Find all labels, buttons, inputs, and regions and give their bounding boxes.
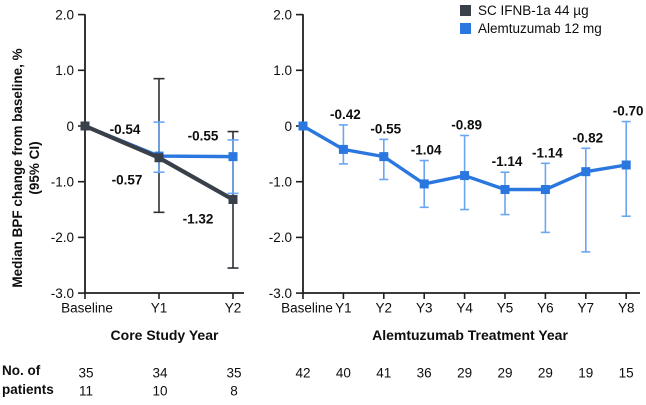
svg-text:Y8: Y8	[618, 301, 635, 316]
svg-text:Y6: Y6	[537, 301, 554, 316]
svg-text:-0.55: -0.55	[188, 129, 219, 144]
svg-text:0: 0	[66, 119, 74, 134]
svg-text:1.0: 1.0	[55, 63, 74, 78]
svg-text:Y3: Y3	[416, 301, 433, 316]
svg-text:-0.55: -0.55	[370, 121, 401, 136]
svg-text:-0.82: -0.82	[572, 130, 603, 145]
legend-label-sc-ifnb: SC IFNB-1a 44 µg	[478, 2, 589, 18]
svg-text:42: 42	[295, 366, 310, 381]
svg-text:Baseline: Baseline	[61, 301, 113, 316]
svg-text:-1.0: -1.0	[51, 175, 74, 190]
svg-text:8: 8	[230, 384, 238, 399]
svg-text:-1.0: -1.0	[269, 175, 292, 190]
svg-text:-0.42: -0.42	[330, 107, 361, 122]
legend-swatch-sc-ifnb-icon	[460, 4, 471, 16]
svg-text:-1.04: -1.04	[411, 143, 442, 158]
patients-label: patients	[2, 381, 54, 397]
svg-text:Y7: Y7	[578, 301, 595, 316]
svg-text:35: 35	[78, 366, 93, 381]
svg-text:29: 29	[538, 366, 553, 381]
no-of-label: No. of	[2, 363, 41, 378]
svg-text:-1.14: -1.14	[492, 154, 523, 169]
svg-text:Y1: Y1	[335, 301, 352, 316]
svg-text:Baseline: Baseline	[281, 301, 333, 316]
svg-text:Y2: Y2	[376, 301, 393, 316]
legend-label-alemtuzumab: Alemtuzumab 12 mg	[478, 20, 602, 36]
legend-swatch-alemtuzumab-icon	[460, 22, 471, 34]
svg-text:-0.57: -0.57	[112, 173, 143, 188]
legend: SC IFNB-1a 44 µg Alemtuzumab 12 mg	[460, 1, 602, 37]
svg-text:2.0: 2.0	[55, 7, 74, 22]
patients-row-header: No. of patients	[2, 362, 54, 399]
svg-text:Y2: Y2	[225, 301, 242, 316]
svg-text:Y4: Y4	[456, 301, 473, 316]
svg-text:-2.0: -2.0	[51, 230, 74, 245]
svg-text:36: 36	[417, 366, 432, 381]
svg-text:41: 41	[376, 366, 391, 381]
svg-text:Y1: Y1	[151, 301, 168, 316]
svg-text:1.0: 1.0	[273, 63, 292, 78]
svg-text:-3.0: -3.0	[51, 286, 74, 301]
svg-text:-0.70: -0.70	[613, 104, 644, 119]
svg-text:2.0: 2.0	[273, 7, 292, 22]
svg-text:15: 15	[619, 366, 634, 381]
svg-text:29: 29	[497, 366, 512, 381]
svg-text:10: 10	[152, 384, 167, 399]
alemtuzumab-treatment-year-title: Alemtuzumab Treatment Year	[372, 327, 568, 343]
core-study-year-title: Core Study Year	[110, 327, 219, 343]
svg-text:34: 34	[152, 366, 168, 381]
svg-text:-1.14: -1.14	[532, 145, 563, 160]
svg-text:19: 19	[578, 366, 593, 381]
svg-text:35: 35	[226, 366, 241, 381]
svg-text:-3.0: -3.0	[269, 286, 292, 301]
legend-item-sc-ifnb: SC IFNB-1a 44 µg	[460, 1, 602, 19]
svg-text:-2.0: -2.0	[269, 230, 292, 245]
svg-text:0: 0	[284, 119, 292, 134]
legend-item-alemtuzumab: Alemtuzumab 12 mg	[460, 19, 602, 37]
svg-text:11: 11	[79, 384, 93, 399]
svg-text:40: 40	[336, 366, 351, 381]
svg-text:-0.54: -0.54	[110, 122, 141, 137]
svg-text:Y5: Y5	[497, 301, 514, 316]
svg-text:-1.32: -1.32	[183, 212, 214, 227]
svg-text:-0.89: -0.89	[451, 117, 482, 132]
svg-text:29: 29	[457, 366, 472, 381]
